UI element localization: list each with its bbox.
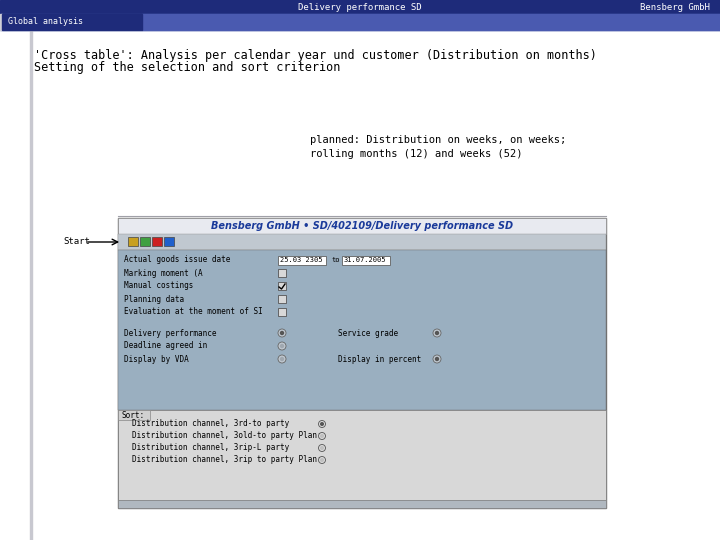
Bar <box>278 308 286 316</box>
Text: Marking moment (A: Marking moment (A <box>124 268 202 278</box>
Circle shape <box>318 433 325 440</box>
Circle shape <box>318 421 325 428</box>
Circle shape <box>278 329 286 337</box>
Text: Manual costings: Manual costings <box>124 281 194 291</box>
Text: Deadline agreed in: Deadline agreed in <box>124 341 207 350</box>
Bar <box>118 410 150 420</box>
Circle shape <box>318 444 325 451</box>
Text: Delivery performance: Delivery performance <box>124 328 217 338</box>
Circle shape <box>280 331 284 335</box>
Bar <box>118 218 606 508</box>
Bar <box>0 14 720 30</box>
Text: Display by VDA: Display by VDA <box>124 354 189 363</box>
Circle shape <box>320 446 324 450</box>
Bar <box>118 410 606 500</box>
Bar <box>140 237 150 246</box>
Circle shape <box>320 434 324 438</box>
Bar <box>118 234 606 250</box>
Bar <box>152 237 162 246</box>
Bar <box>0 14 2 30</box>
Bar <box>278 282 286 290</box>
Text: Bensberg GmbH • SD/402109/Delivery performance SD: Bensberg GmbH • SD/402109/Delivery perfo… <box>211 221 513 231</box>
Circle shape <box>278 355 286 363</box>
Circle shape <box>435 331 439 335</box>
Text: 25.03 2305: 25.03 2305 <box>280 257 323 263</box>
Bar <box>2 14 142 30</box>
Circle shape <box>318 456 325 463</box>
Text: Actual goods issue date: Actual goods issue date <box>124 255 230 265</box>
Circle shape <box>320 458 324 462</box>
Text: rolling months (12) and weeks (52): rolling months (12) and weeks (52) <box>310 149 523 159</box>
Bar <box>142 14 720 30</box>
Text: 'Cross table': Analysis per calendar year und customer (Distribution on months): 'Cross table': Analysis per calendar yea… <box>34 49 597 62</box>
Text: Planning data: Planning data <box>124 294 184 303</box>
Circle shape <box>320 422 324 426</box>
Text: Setting of the selection and sort criterion: Setting of the selection and sort criter… <box>34 62 341 75</box>
Text: Delivery performance SD: Delivery performance SD <box>298 3 422 11</box>
Bar <box>278 295 286 303</box>
Bar <box>278 256 326 265</box>
Text: to: to <box>332 257 341 263</box>
Text: Distribution channel, 3old-to party Plan:: Distribution channel, 3old-to party Plan… <box>132 431 322 441</box>
Bar <box>118 500 606 508</box>
Text: Distribution channel, 3rd-to party: Distribution channel, 3rd-to party <box>132 420 289 429</box>
Circle shape <box>278 342 286 350</box>
Bar <box>278 269 286 277</box>
Circle shape <box>280 357 284 361</box>
Bar <box>0 0 720 14</box>
Text: Service grade: Service grade <box>338 328 398 338</box>
Text: Display in percent: Display in percent <box>338 354 421 363</box>
Text: Distribution channel, 3rip to party Plan:: Distribution channel, 3rip to party Plan… <box>132 456 322 464</box>
Text: Bensberg GmbH: Bensberg GmbH <box>640 3 710 11</box>
Text: Sort:: Sort: <box>121 410 144 420</box>
Bar <box>118 218 606 234</box>
Text: Evaluation at the moment of SI: Evaluation at the moment of SI <box>124 307 263 316</box>
Circle shape <box>280 344 284 348</box>
Text: planned: Distribution on weeks, on weeks;: planned: Distribution on weeks, on weeks… <box>310 135 566 145</box>
Text: Distribution channel, 3rip-L party: Distribution channel, 3rip-L party <box>132 443 289 453</box>
Bar <box>118 250 606 410</box>
Text: Global analysis: Global analysis <box>8 17 83 26</box>
Circle shape <box>435 357 439 361</box>
Bar <box>342 256 390 265</box>
Text: 31.07.2005: 31.07.2005 <box>344 257 387 263</box>
Text: Start: Start <box>63 238 90 246</box>
Circle shape <box>433 329 441 337</box>
Circle shape <box>433 355 441 363</box>
Bar <box>30 30 32 540</box>
Bar <box>128 237 138 246</box>
Bar <box>164 237 174 246</box>
